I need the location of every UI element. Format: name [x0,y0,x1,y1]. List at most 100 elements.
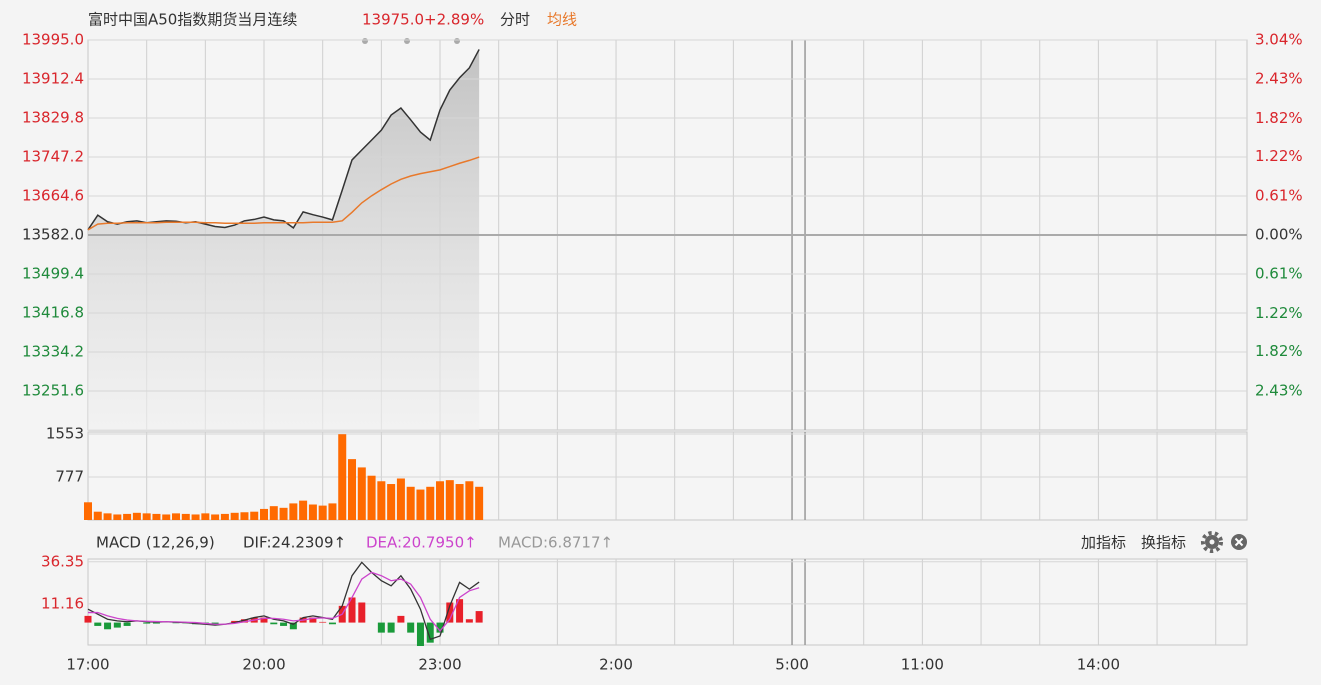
y-tick-label: 13747.2 [22,148,84,166]
macd-bar [416,622,424,647]
volume-bar [181,513,190,520]
macd-bar [309,617,317,623]
volume-bar [416,489,425,520]
y-tick-label: 13829.8 [22,109,84,127]
macd-line [88,571,480,632]
x-tick-label: 2:00 [599,656,633,674]
y2-tick-label: 2.43% [1255,70,1303,88]
x-tick-label: 14:00 [1077,656,1120,674]
volume-bar [152,513,161,520]
volume-bar [387,484,396,520]
volume-bar [240,512,249,520]
volume-bar [396,478,405,520]
volume-bar [308,504,317,520]
event-marker [404,38,410,44]
price-change: +2.89% [424,11,484,29]
macd-bar [280,622,288,626]
volume-bar [455,484,464,520]
settings-icon[interactable] [1200,530,1224,554]
volume-bar [211,514,220,520]
volume-bar [318,505,327,520]
gear-teeth [1200,530,1224,554]
volume-bar [426,486,435,520]
x-tick-label: 23:00 [418,656,461,674]
macd-bar [152,622,160,624]
volume-bar [113,514,122,520]
volume-bar [445,480,454,520]
macd-bar [456,599,464,623]
y2-tick-label: 1.82% [1255,109,1303,127]
y2-tick-label: 2.43% [1255,381,1303,399]
y-tick-label: 13334.2 [22,343,84,361]
macd-bar [446,602,454,623]
volume-bar [269,506,278,520]
y2-tick-label: 0.61% [1255,265,1303,283]
switch-indicator-button[interactable]: 换指标 [1141,534,1186,552]
macd-bar [328,622,336,625]
y2-tick-label: 0.00% [1255,226,1303,244]
y-tick-label: 777 [55,467,84,485]
x-tick-label: 11:00 [901,656,944,674]
y2-tick-label: 1.22% [1255,147,1303,165]
volume-bar [132,512,141,520]
y-tick-label: 36.35 [41,552,84,570]
volume-bar [230,512,239,520]
volume-bar [338,434,347,520]
volume-bar [123,513,132,520]
volume-bar [357,467,366,520]
y-tick-label: 13499.4 [22,265,84,283]
volume-bar [436,481,445,520]
volume-bar [299,500,308,520]
macd-bar [172,622,180,624]
macd-bar [426,622,434,643]
y-tick-label: 13251.6 [22,382,84,400]
macd-bar [358,602,366,623]
gear-hole [1209,539,1215,545]
y-tick-label: 13416.8 [22,304,84,322]
x-tick-label: 20:00 [242,656,285,674]
y-tick-label: 13582.0 [22,226,84,244]
y-tick-label: 13664.6 [22,187,84,205]
volume-bar [348,459,357,520]
volume-bar [260,508,269,520]
x-tick-label: 5:00 [775,656,809,674]
macd-bar [143,622,151,624]
volume-bar [289,503,298,520]
legend-entry: DEA:20.7950↑ [366,534,477,552]
volume-bar [84,502,92,520]
macd-bar [104,622,112,630]
macd-bar [319,621,327,623]
volume-panel [87,431,1248,521]
last-price: 13975.0 [362,11,424,29]
y-tick-label: 13912.4 [22,70,84,88]
volume-bar [465,481,474,520]
legend-entry: DIF:24.2309↑ [243,534,346,552]
macd-bar [348,597,356,623]
close-icon[interactable] [1231,534,1247,550]
volume-bar [377,481,386,520]
event-marker [454,38,460,44]
close-cross [1234,537,1244,547]
add-indicator-button[interactable]: 加指标 [1081,534,1126,552]
y2-tick-label: 1.22% [1255,304,1303,322]
macd-bar [94,622,102,626]
macd-bar [377,622,385,633]
macd-panel [87,558,1248,646]
instrument-title: 富时中国A50指数期货当月连续 [88,11,297,29]
macd-bar [260,617,268,623]
macd-bar [475,611,483,623]
volume-bar [367,475,376,520]
volume-bar [162,514,171,520]
macd-bar [436,622,444,633]
macd-bar [407,622,415,633]
volume-bar [172,513,181,520]
event-marker [362,38,368,44]
y-tick-label: 13995.0 [22,31,84,49]
volume-bar [220,513,229,520]
volume-bar [279,507,288,520]
y-tick-label: 1553 [46,425,84,443]
macd-bar [397,615,405,623]
volume-bar [201,513,210,520]
macd-bar [113,622,121,628]
